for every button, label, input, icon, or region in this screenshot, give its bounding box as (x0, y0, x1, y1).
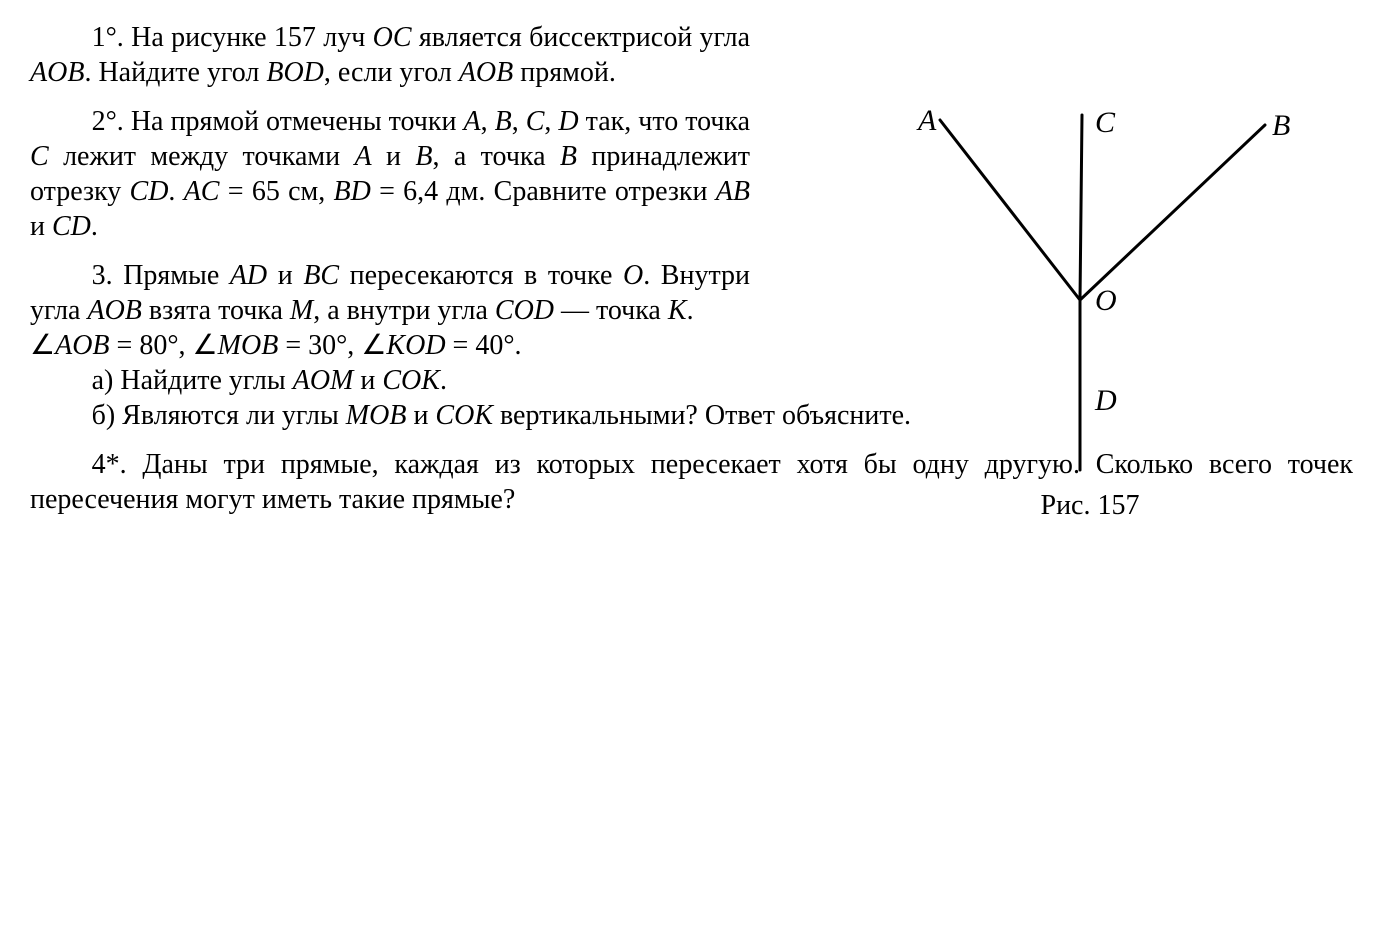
italic-KOD: KOD (386, 330, 445, 361)
italic-CD: CD (130, 176, 169, 207)
problem-3-text: Прямые (123, 260, 230, 291)
sub-b-text: б) Являются ли углы (92, 400, 346, 431)
problem-2-number: 2°. (92, 106, 124, 137)
italic-AOM: AOM (293, 365, 354, 396)
italic-B: B (560, 141, 577, 172)
problem-2-text: лежит между точками (49, 141, 355, 172)
problem-4-number: 4*. (92, 449, 127, 480)
sub-a-text: . (440, 365, 447, 396)
problem-2-text: так, что точка (579, 106, 750, 137)
italic-COK: COK (435, 400, 493, 431)
italic-MOB: MOB (346, 400, 407, 431)
comma: , (544, 106, 558, 137)
svg-text:B: B (1272, 109, 1290, 142)
angle-sym: ∠ (30, 330, 55, 361)
figure-svg: A B C O D (870, 60, 1310, 480)
italic-BOD: BOD (266, 57, 324, 88)
problem-3: 3. Прямые AD и BC пересекаются в точке O… (30, 258, 750, 328)
italic-B: B (495, 106, 512, 137)
italic-AOB: AOB (459, 57, 513, 88)
and: и (30, 211, 52, 242)
problem-2-text: На прямой отмечены точки (131, 106, 464, 137)
italic-BD: BD (334, 176, 371, 207)
problem-3-text: — точка (554, 295, 668, 326)
problem-1-number: 1°. (92, 22, 124, 53)
problem-3-number: 3. (92, 260, 113, 291)
italic-AOB: AOB (55, 330, 109, 361)
italic-BC: BC (303, 260, 339, 291)
figure-157: A B C O D Рис. 157 (810, 60, 1370, 523)
eq: = 65 см, (219, 176, 333, 207)
problem-1: 1°. На рисунке 157 луч OC является биссе… (30, 20, 750, 90)
problem-3-text: , а внутри угла (313, 295, 495, 326)
eq: = 6,4 дм. Сравните отрезки (371, 176, 716, 207)
italic-C: C (30, 141, 49, 172)
italic-AC: AC (184, 176, 220, 207)
problem-1-text: , если угол (324, 57, 459, 88)
italic-MOB: MOB (218, 330, 279, 361)
italic-OC: OC (373, 22, 412, 53)
dot: . (91, 211, 98, 242)
problem-3-text: взята точ­ка (142, 295, 290, 326)
angle-val: = 40°. (446, 330, 522, 361)
italic-AOB: AOB (30, 57, 84, 88)
dot: . (168, 176, 183, 207)
problem-2-text: , а точка (432, 141, 559, 172)
svg-text:D: D (1094, 384, 1117, 417)
italic-C: C (526, 106, 545, 137)
problem-2: 2°. На прямой отмечены точки A, B, C, D … (30, 104, 750, 244)
angle-val: = 30°, (278, 330, 361, 361)
comma: , (512, 106, 526, 137)
sub-a-text: а) Найдите углы (92, 365, 293, 396)
italic-M: M (290, 295, 313, 326)
page: 1°. На рисунке 157 луч OC является биссе… (30, 20, 1353, 517)
and: и (372, 141, 416, 172)
italic-CD: CD (52, 211, 91, 242)
italic-A: A (354, 141, 371, 172)
italic-O: O (623, 260, 643, 291)
problem-1-text: является биссектрисой угла (412, 22, 750, 53)
italic-AOB: AOB (87, 295, 141, 326)
problem-1-text: . Найдите угол (84, 57, 266, 88)
angle-val: = 80°, (110, 330, 193, 361)
problem-1-text: На рисунке 157 луч (131, 22, 372, 53)
angle-sym: ∠ (361, 330, 386, 361)
italic-AD: AD (230, 260, 267, 291)
figure-caption: Рис. 157 (810, 488, 1370, 523)
and: и (406, 400, 435, 431)
angle-sym: ∠ (193, 330, 218, 361)
italic-AB: AB (716, 176, 750, 207)
and: и (353, 365, 382, 396)
italic-COK: COK (382, 365, 440, 396)
problem-3-text: пересекаются в точке (339, 260, 623, 291)
italic-COD: COD (495, 295, 554, 326)
italic-B: B (415, 141, 432, 172)
italic-D: D (558, 106, 578, 137)
problem-1-text: прямой. (513, 57, 616, 88)
svg-text:C: C (1095, 106, 1116, 139)
and: и (267, 260, 303, 291)
dot: . (687, 295, 694, 326)
svg-text:O: O (1095, 284, 1117, 317)
svg-text:A: A (916, 104, 937, 137)
comma: , (481, 106, 495, 137)
italic-K: K (668, 295, 687, 326)
italic-A: A (463, 106, 480, 137)
